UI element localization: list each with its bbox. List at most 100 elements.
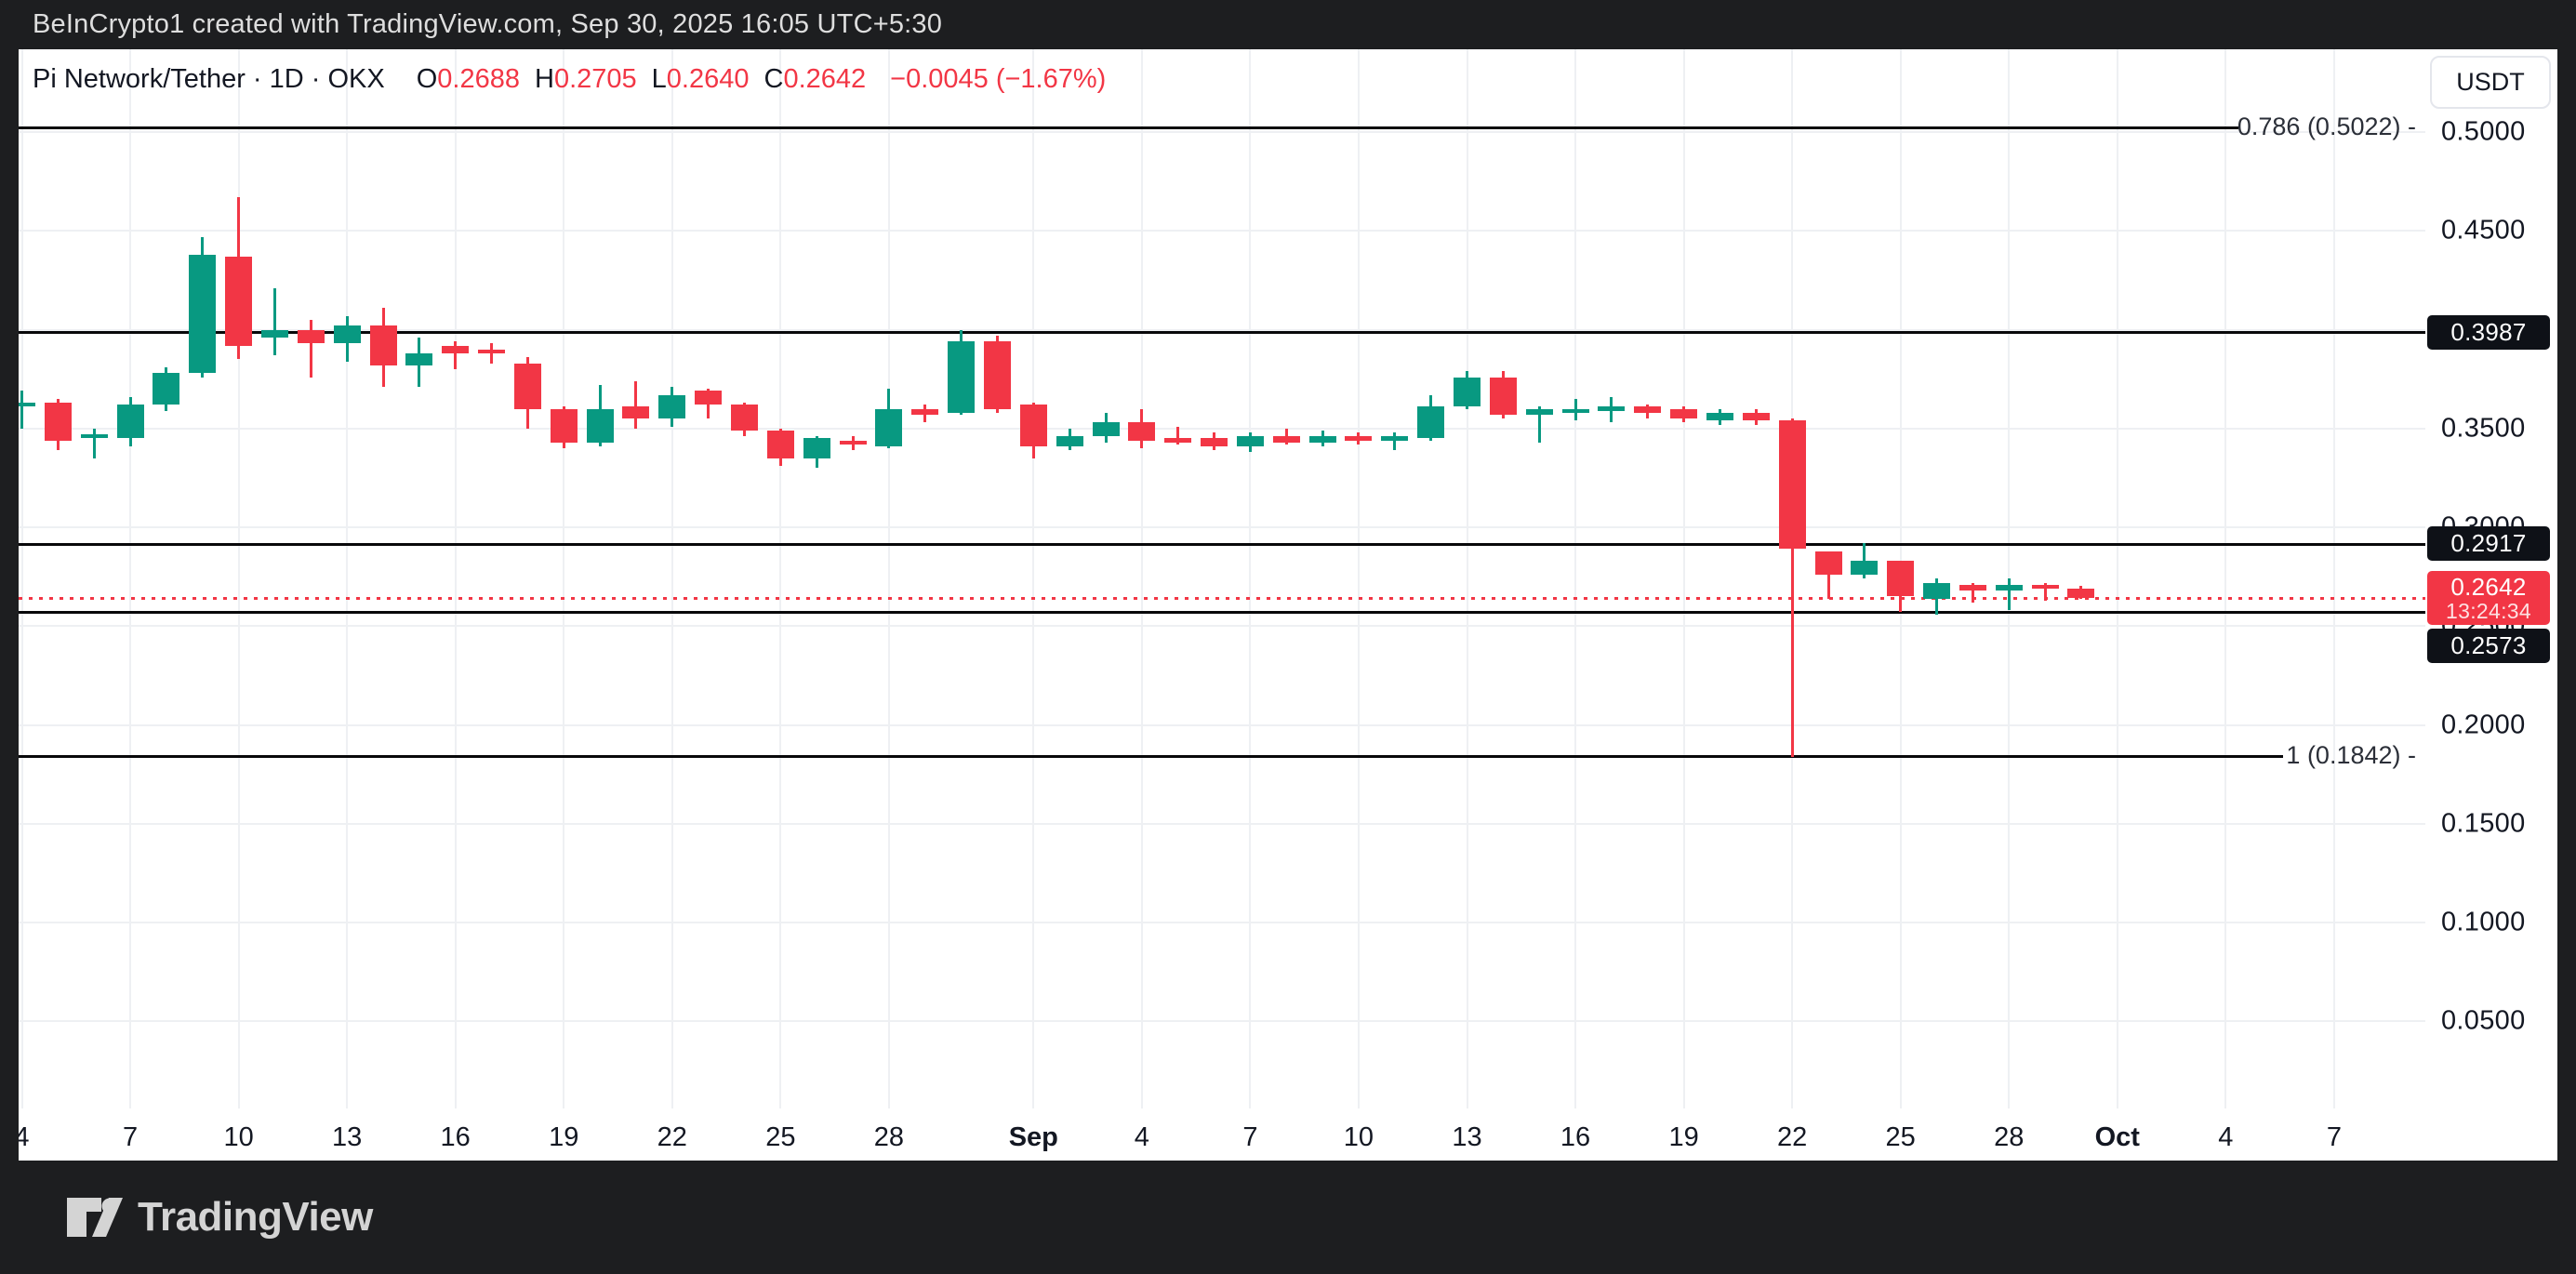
candle-body bbox=[2031, 584, 2059, 589]
candle-wick bbox=[2043, 582, 2047, 601]
current-price-line bbox=[19, 597, 2425, 601]
vertical-gridline bbox=[1466, 49, 1468, 1108]
time-axis-label: 4 bbox=[2218, 1122, 2234, 1152]
time-axis-label: 28 bbox=[873, 1122, 905, 1152]
candle-body bbox=[1417, 406, 1445, 439]
time-axis-label: 13 bbox=[332, 1122, 363, 1152]
candle-body bbox=[333, 325, 361, 344]
candle-body bbox=[586, 408, 614, 443]
fib-level-label: 1 (0.1842) - bbox=[2286, 740, 2416, 769]
candle-wick bbox=[634, 380, 638, 429]
candle-body bbox=[803, 438, 830, 458]
candle-body bbox=[839, 440, 867, 445]
candle-wick bbox=[1176, 426, 1180, 445]
ohlc-close: C0.2642 bbox=[764, 63, 867, 94]
watermark-bar: BeInCrypto1 created with TradingView.com… bbox=[19, 0, 2557, 49]
currency-toggle-button[interactable]: USDT bbox=[2430, 56, 2551, 109]
candle-body bbox=[1634, 406, 1662, 413]
candle-body bbox=[911, 408, 939, 415]
vertical-gridline bbox=[1032, 49, 1035, 1108]
horizontal-gridline bbox=[19, 230, 2425, 232]
candle-body bbox=[1381, 436, 1409, 441]
candle-body bbox=[80, 434, 108, 439]
vertical-gridline bbox=[779, 49, 782, 1108]
time-axis-label: 10 bbox=[1343, 1122, 1374, 1152]
candle-wick bbox=[1393, 432, 1397, 451]
time-axis-label: 28 bbox=[1994, 1122, 2025, 1152]
tradingview-logo-text: TradingView bbox=[138, 1194, 373, 1240]
time-axis-label: 4 bbox=[1134, 1122, 1149, 1152]
candle-body bbox=[948, 341, 976, 413]
candle-body bbox=[19, 403, 35, 407]
candle-body bbox=[1345, 436, 1373, 441]
candle-countdown: 13:24:34 bbox=[2446, 598, 2531, 623]
time-axis-label: 19 bbox=[1668, 1122, 1699, 1152]
time-axis-label: 25 bbox=[765, 1122, 796, 1152]
level-line bbox=[19, 610, 2425, 614]
candle-wick bbox=[454, 341, 458, 369]
candle-body bbox=[1706, 412, 1733, 421]
time-axis-label: 7 bbox=[1242, 1122, 1258, 1152]
fib-level-label: 0.786 (0.5022) - bbox=[2237, 113, 2416, 141]
time-axis-label: 13 bbox=[1452, 1122, 1482, 1152]
horizontal-gridline bbox=[19, 822, 2425, 825]
candle-body bbox=[1923, 582, 1951, 599]
candle-body bbox=[1454, 377, 1481, 407]
candle-body bbox=[153, 373, 180, 405]
price-axis-label: 0.1000 bbox=[2441, 907, 2526, 937]
candle-body bbox=[513, 363, 541, 409]
candle-body bbox=[1272, 436, 1300, 443]
candle-body bbox=[1164, 438, 1192, 443]
vertical-gridline bbox=[2224, 49, 2227, 1108]
vertical-gridline bbox=[1574, 49, 1577, 1108]
time-axis-label: 25 bbox=[1885, 1122, 1916, 1152]
chart-canvas[interactable]: 0.786 (0.5022) - 1 (0.1842) - 0.5000 0.450… bbox=[19, 49, 2557, 1161]
vertical-gridline bbox=[1682, 49, 1685, 1108]
candle-body bbox=[1598, 406, 1626, 411]
ohlc-high: H0.2705 bbox=[534, 63, 637, 94]
brand-bar: TradingView bbox=[0, 1161, 2576, 1274]
candle-body bbox=[550, 408, 578, 443]
candle-body bbox=[766, 430, 794, 458]
candle-wick bbox=[1826, 551, 1830, 599]
candle-body bbox=[1995, 584, 2023, 591]
vertical-gridline bbox=[129, 49, 132, 1108]
candle-body bbox=[1201, 438, 1228, 446]
fib-level-line bbox=[19, 126, 2238, 130]
candle-body bbox=[1092, 422, 1120, 437]
time-axis-label: 16 bbox=[440, 1122, 471, 1152]
vertical-gridline bbox=[20, 49, 23, 1108]
symbol-title[interactable]: Pi Network/Tether · 1D · OKX bbox=[33, 63, 385, 94]
horizontal-gridline bbox=[19, 328, 2425, 331]
candle-body bbox=[1308, 436, 1336, 443]
candle-wick bbox=[1790, 418, 1794, 757]
candle-wick bbox=[272, 287, 276, 356]
candle-body bbox=[260, 329, 288, 338]
price-axis-label: 0.2000 bbox=[2441, 710, 2526, 739]
candle-wick bbox=[92, 428, 96, 458]
candle-body bbox=[1851, 561, 1879, 575]
candle-body bbox=[622, 406, 650, 419]
vertical-gridline bbox=[887, 49, 890, 1108]
fib-level-line bbox=[19, 755, 2283, 759]
time-axis-label: 7 bbox=[122, 1122, 139, 1152]
candle-wick bbox=[2007, 578, 2011, 611]
vertical-gridline bbox=[1249, 49, 1252, 1108]
horizontal-gridline bbox=[19, 526, 2425, 528]
time-axis-label: 19 bbox=[549, 1122, 579, 1152]
candle-wick bbox=[1537, 406, 1541, 443]
candle-body bbox=[1019, 405, 1047, 446]
candle-body bbox=[116, 405, 144, 439]
candle-body bbox=[442, 345, 470, 353]
ohlc-open: O0.2688 bbox=[416, 63, 520, 94]
horizontal-gridline bbox=[19, 625, 2425, 628]
candle-body bbox=[369, 325, 397, 365]
price-change: −0.0045 (−1.67%) bbox=[890, 63, 1107, 94]
level-price-badge: 0.3987 bbox=[2427, 314, 2550, 350]
ohlc-low: L0.2640 bbox=[651, 63, 750, 94]
candle-body bbox=[1128, 422, 1156, 441]
level-price-badge: 0.2573 bbox=[2427, 629, 2550, 664]
vertical-gridline bbox=[1357, 49, 1360, 1108]
price-axis-label: 0.5000 bbox=[2441, 116, 2526, 147]
candle-body bbox=[1959, 584, 1986, 591]
